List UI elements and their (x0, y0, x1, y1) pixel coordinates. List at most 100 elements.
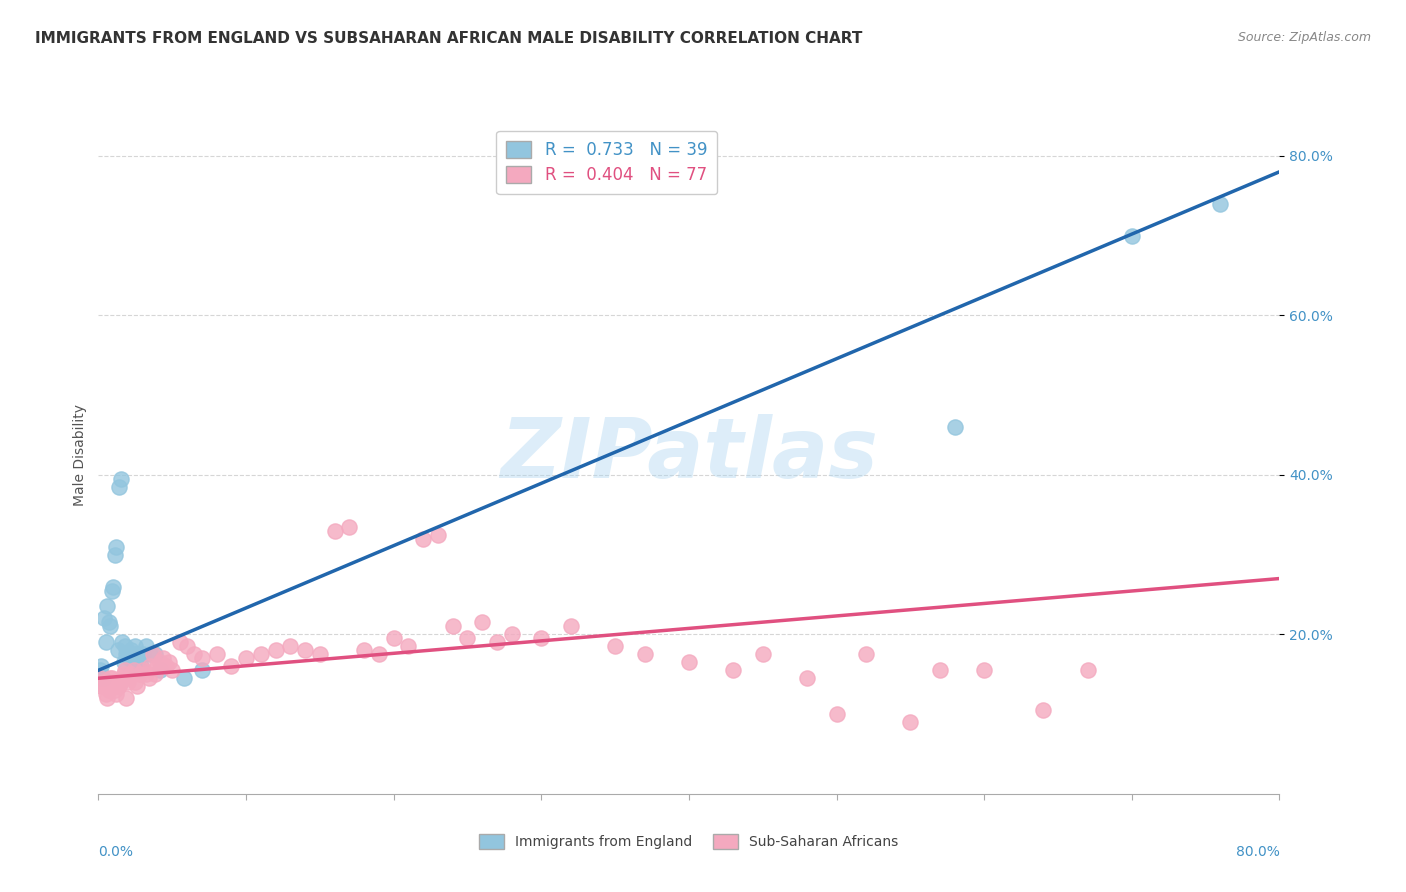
Point (114, 640, 136, 654)
Point (309, 648, 332, 662)
Point (157, 655, 180, 669)
Point (129, 659, 152, 673)
Point (91, 671, 114, 685)
Point (191, 663, 214, 677)
Point (339, 519, 361, 533)
Point (143, 648, 166, 662)
Point (128, 667, 150, 681)
Point (723, 663, 745, 677)
Point (90, 659, 112, 673)
Point (1032, 703, 1054, 717)
Point (1121, 228, 1143, 243)
Point (176, 640, 198, 654)
Point (110, 472, 132, 486)
Point (100, 583, 122, 598)
Text: ZIPatlas: ZIPatlas (501, 415, 877, 495)
Point (128, 663, 150, 677)
Legend: Immigrants from England, Sub-Saharan Africans: Immigrants from England, Sub-Saharan Afr… (474, 829, 904, 855)
Point (121, 648, 143, 662)
Point (114, 663, 136, 677)
Point (112, 655, 135, 669)
Point (143, 667, 166, 681)
Point (111, 671, 134, 685)
Point (155, 659, 177, 673)
Point (93, 611, 115, 625)
Point (221, 659, 243, 673)
Point (108, 679, 131, 693)
Point (152, 651, 174, 665)
Point (235, 651, 257, 665)
Point (398, 640, 420, 654)
Point (796, 671, 818, 685)
Point (264, 643, 287, 657)
Point (93, 679, 115, 693)
Point (124, 675, 146, 690)
Point (471, 615, 494, 630)
Point (135, 667, 157, 681)
Point (441, 619, 464, 633)
Point (825, 707, 848, 722)
Point (89, 671, 111, 685)
Point (105, 540, 128, 554)
Point (120, 667, 142, 681)
Text: IMMIGRANTS FROM ENGLAND VS SUBSAHARAN AFRICAN MALE DISABILITY CORRELATION CHART: IMMIGRANTS FROM ENGLAND VS SUBSAHARAN AF… (35, 31, 862, 46)
Point (127, 651, 149, 665)
Point (132, 648, 155, 662)
Point (125, 648, 148, 662)
Point (98, 671, 121, 685)
Point (855, 648, 877, 662)
Point (486, 635, 509, 649)
Point (294, 643, 316, 657)
Point (457, 632, 479, 646)
Point (90, 679, 112, 693)
Point (98, 619, 121, 633)
Point (368, 648, 391, 662)
Point (94, 635, 117, 649)
Point (115, 691, 138, 706)
Point (501, 627, 523, 641)
Point (108, 480, 131, 494)
Point (634, 648, 657, 662)
Point (149, 655, 172, 669)
Point (1077, 663, 1099, 677)
Point (191, 651, 214, 665)
Point (122, 659, 145, 673)
Point (900, 715, 922, 730)
Point (104, 548, 127, 562)
Point (205, 648, 228, 662)
Point (183, 648, 205, 662)
Point (678, 655, 700, 669)
Point (973, 663, 995, 677)
Point (929, 663, 952, 677)
Point (138, 671, 160, 685)
Point (104, 683, 127, 698)
Point (943, 420, 966, 434)
Point (124, 640, 146, 654)
Point (96, 599, 118, 614)
Point (103, 675, 125, 690)
Point (115, 648, 138, 662)
Point (89, 663, 111, 677)
Point (100, 671, 122, 685)
Point (560, 619, 582, 633)
Point (353, 643, 375, 657)
Point (162, 663, 183, 677)
Point (94, 687, 117, 701)
Point (117, 648, 139, 662)
Point (97, 615, 120, 630)
Point (412, 532, 434, 546)
Point (142, 648, 165, 662)
Point (105, 687, 128, 701)
Point (427, 527, 450, 541)
Point (323, 524, 346, 538)
Point (117, 675, 139, 690)
Text: 0.0%: 0.0% (98, 845, 134, 859)
Point (107, 679, 129, 693)
Point (169, 635, 191, 649)
Point (91, 675, 114, 690)
Point (146, 659, 169, 673)
Point (139, 648, 162, 662)
Point (132, 663, 155, 677)
Point (1209, 196, 1232, 211)
Point (280, 640, 302, 654)
